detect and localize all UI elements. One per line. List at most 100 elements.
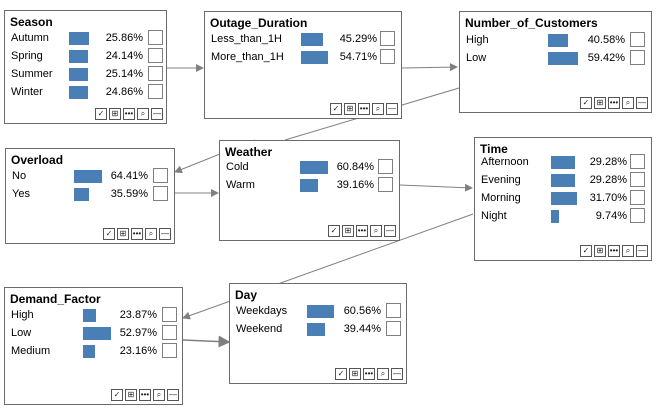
node-number-of-customers[interactable]: Number_of_Customers High 40.58% Low 59.4… bbox=[459, 11, 652, 113]
evidence-checkbox[interactable] bbox=[630, 208, 645, 223]
node-title: Weather bbox=[225, 145, 273, 159]
evidence-checkbox[interactable] bbox=[148, 66, 163, 81]
state-row: Spring 24.14% bbox=[5, 48, 166, 66]
probability-bar bbox=[74, 170, 102, 183]
zoom-icon[interactable]: ⌕ bbox=[370, 225, 382, 237]
node-outage-duration[interactable]: Outage_Duration Less_than_1H 45.29% More… bbox=[204, 11, 402, 119]
check-icon[interactable]: ✓ bbox=[335, 368, 347, 380]
grid-icon[interactable]: ⊞ bbox=[344, 103, 356, 115]
zoom-icon[interactable]: ⌕ bbox=[145, 228, 157, 240]
state-label: Cold bbox=[226, 161, 249, 173]
minimize-icon[interactable]: — bbox=[636, 97, 648, 109]
more-icon[interactable]: ••• bbox=[356, 225, 368, 237]
state-row: Weekend 39.44% bbox=[230, 321, 406, 339]
state-percent: 23.87% bbox=[119, 309, 157, 321]
evidence-checkbox[interactable] bbox=[162, 307, 177, 322]
more-icon[interactable]: ••• bbox=[123, 108, 135, 120]
evidence-checkbox[interactable] bbox=[162, 343, 177, 358]
evidence-checkbox[interactable] bbox=[386, 303, 401, 318]
zoom-icon[interactable]: ⌕ bbox=[137, 108, 149, 120]
state-label: Weekdays bbox=[236, 305, 288, 317]
node-title: Season bbox=[10, 15, 53, 29]
node-toolbar: ✓ ⊞ ••• ⌕ — bbox=[580, 245, 648, 257]
node-time[interactable]: Time Afternoon 29.28% Evening 29.28% Mor… bbox=[474, 137, 652, 261]
state-percent: 31.70% bbox=[589, 192, 627, 204]
minimize-icon[interactable]: — bbox=[159, 228, 171, 240]
probability-bar bbox=[301, 51, 328, 64]
state-row: Weekdays 60.56% bbox=[230, 303, 406, 321]
evidence-checkbox[interactable] bbox=[630, 172, 645, 187]
state-row: Warm 39.16% bbox=[220, 177, 399, 195]
minimize-icon[interactable]: — bbox=[151, 108, 163, 120]
state-row: Yes 35.59% bbox=[6, 186, 174, 204]
zoom-icon[interactable]: ⌕ bbox=[377, 368, 389, 380]
minimize-icon[interactable]: — bbox=[386, 103, 398, 115]
minimize-icon[interactable]: — bbox=[384, 225, 396, 237]
more-icon[interactable]: ••• bbox=[131, 228, 143, 240]
grid-icon[interactable]: ⊞ bbox=[349, 368, 361, 380]
evidence-checkbox[interactable] bbox=[380, 31, 395, 46]
zoom-icon[interactable]: ⌕ bbox=[622, 245, 634, 257]
check-icon[interactable]: ✓ bbox=[580, 97, 592, 109]
evidence-checkbox[interactable] bbox=[630, 154, 645, 169]
state-label: Medium bbox=[11, 345, 51, 357]
more-icon[interactable]: ••• bbox=[139, 389, 151, 401]
grid-icon[interactable]: ⊞ bbox=[594, 97, 606, 109]
zoom-icon[interactable]: ⌕ bbox=[153, 389, 165, 401]
check-icon[interactable]: ✓ bbox=[328, 225, 340, 237]
node-season[interactable]: Season Autumn 25.86% Spring 24.14% Summe… bbox=[4, 10, 167, 124]
node-toolbar: ✓ ⊞ ••• ⌕ — bbox=[335, 368, 403, 380]
grid-icon[interactable]: ⊞ bbox=[594, 245, 606, 257]
evidence-checkbox[interactable] bbox=[630, 50, 645, 65]
node-demand-factor[interactable]: Demand_Factor High 23.87% Low 52.97% Med… bbox=[4, 287, 183, 405]
state-label: Weekend bbox=[236, 323, 283, 335]
evidence-checkbox[interactable] bbox=[148, 48, 163, 63]
node-day[interactable]: Day Weekdays 60.56% Weekend 39.44% ✓ ⊞ •••… bbox=[229, 283, 407, 384]
grid-icon[interactable]: ⊞ bbox=[109, 108, 121, 120]
evidence-checkbox[interactable] bbox=[153, 168, 168, 183]
evidence-checkbox[interactable] bbox=[148, 30, 163, 45]
evidence-checkbox[interactable] bbox=[153, 186, 168, 201]
state-label: Less_than_1H bbox=[211, 33, 282, 45]
state-label: Spring bbox=[11, 50, 43, 62]
state-label: Yes bbox=[12, 188, 30, 200]
node-toolbar: ✓ ⊞ ••• ⌕ — bbox=[330, 103, 398, 115]
more-icon[interactable]: ••• bbox=[363, 368, 375, 380]
state-label: Summer bbox=[11, 68, 53, 80]
edge-outage-customers bbox=[401, 63, 458, 72]
node-toolbar: ✓ ⊞ ••• ⌕ — bbox=[95, 108, 163, 120]
zoom-icon[interactable]: ⌕ bbox=[372, 103, 384, 115]
grid-icon[interactable]: ⊞ bbox=[125, 389, 137, 401]
evidence-checkbox[interactable] bbox=[378, 177, 393, 192]
evidence-checkbox[interactable] bbox=[162, 325, 177, 340]
node-weather[interactable]: Weather Cold 60.84% Warm 39.16% ✓ ⊞ ••• ⌕ — bbox=[219, 140, 400, 241]
evidence-checkbox[interactable] bbox=[378, 159, 393, 174]
minimize-icon[interactable]: — bbox=[391, 368, 403, 380]
grid-icon[interactable]: ⊞ bbox=[342, 225, 354, 237]
node-overload[interactable]: Overload No 64.41% Yes 35.59% ✓ ⊞ ••• ⌕ — bbox=[5, 148, 175, 244]
state-label: Warm bbox=[226, 179, 255, 191]
evidence-checkbox[interactable] bbox=[380, 49, 395, 64]
evidence-checkbox[interactable] bbox=[630, 190, 645, 205]
check-icon[interactable]: ✓ bbox=[111, 389, 123, 401]
grid-icon[interactable]: ⊞ bbox=[117, 228, 129, 240]
more-icon[interactable]: ••• bbox=[358, 103, 370, 115]
zoom-icon[interactable]: ⌕ bbox=[622, 97, 634, 109]
evidence-checkbox[interactable] bbox=[148, 84, 163, 99]
probability-bar bbox=[551, 192, 577, 205]
minimize-icon[interactable]: — bbox=[167, 389, 179, 401]
state-percent: 25.86% bbox=[105, 32, 143, 44]
check-icon[interactable]: ✓ bbox=[330, 103, 342, 115]
minimize-icon[interactable]: — bbox=[636, 245, 648, 257]
evidence-checkbox[interactable] bbox=[630, 32, 645, 47]
evidence-checkbox[interactable] bbox=[386, 321, 401, 336]
state-row: No 64.41% bbox=[6, 168, 174, 186]
more-icon[interactable]: ••• bbox=[608, 97, 620, 109]
more-icon[interactable]: ••• bbox=[608, 245, 620, 257]
check-icon[interactable]: ✓ bbox=[95, 108, 107, 120]
check-icon[interactable]: ✓ bbox=[580, 245, 592, 257]
state-label: Winter bbox=[11, 86, 43, 98]
state-label: Low bbox=[11, 327, 32, 339]
check-icon[interactable]: ✓ bbox=[103, 228, 115, 240]
state-percent: 40.58% bbox=[587, 34, 625, 46]
